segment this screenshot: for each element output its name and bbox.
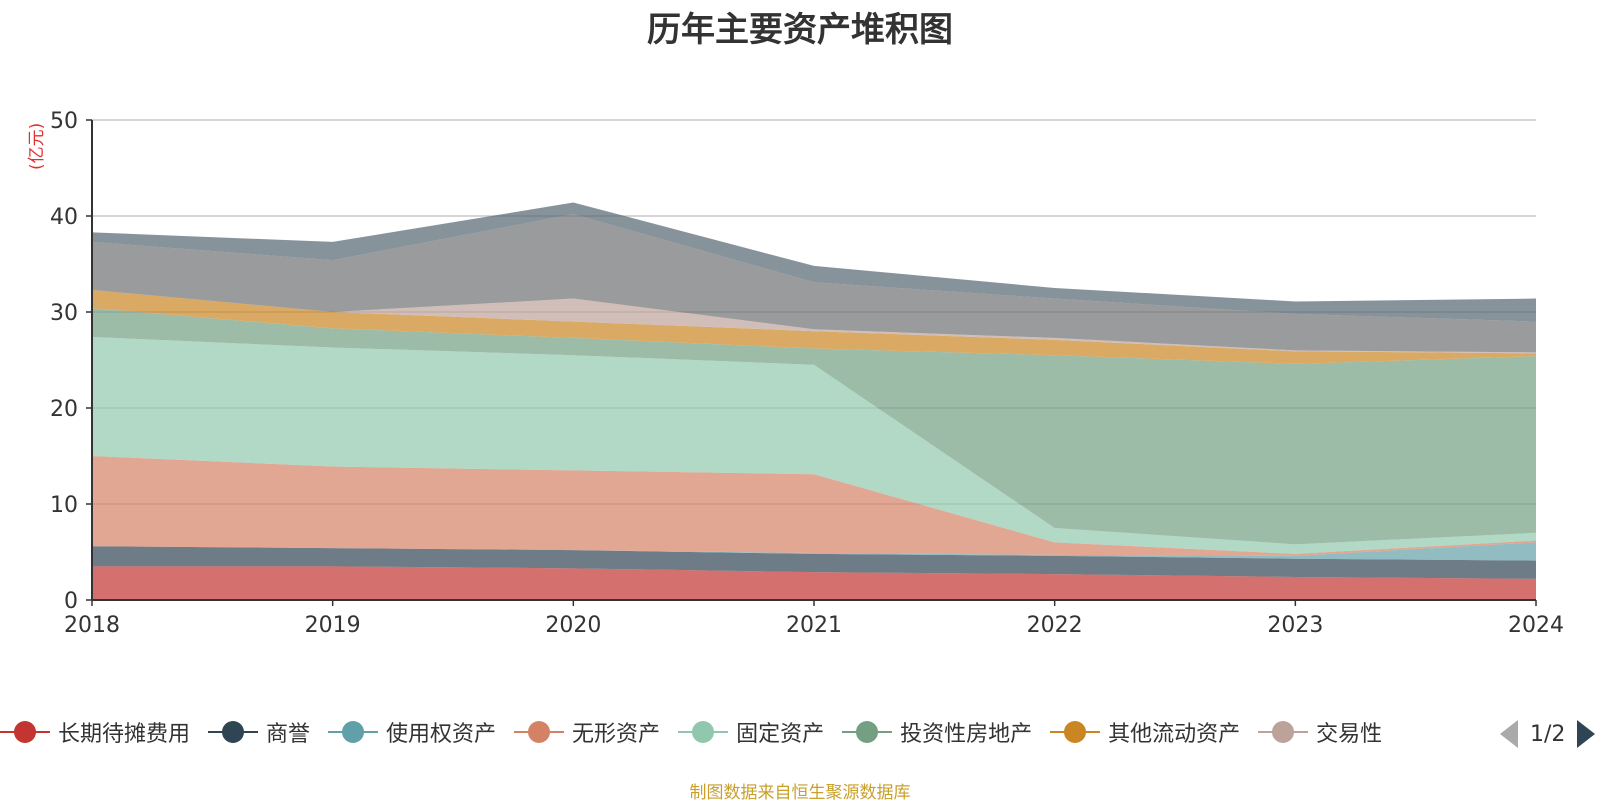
x-tick-label: 2023 [1267, 613, 1323, 638]
legend-marker-icon [514, 720, 565, 744]
y-tick-label: 10 [50, 493, 78, 518]
legend-page-indicator: 1/2 [1530, 721, 1566, 747]
area-series-投资性房地产 [92, 308, 1536, 545]
legend: 长期待摊费用 商誉 使用权资产 无形资产 固定资产 投资性房地产 其他流动资产 交易性 [0, 716, 1470, 752]
x-tick-label: 2022 [1027, 613, 1083, 638]
legend-item[interactable]: 交易性 [1258, 716, 1382, 748]
data-source-note: 制图数据来自恒生聚源数据库 [689, 783, 911, 803]
y-tick-label: 30 [50, 301, 78, 326]
legend-marker-icon [208, 720, 259, 744]
x-tick-label: 2021 [786, 613, 842, 638]
legend-item[interactable]: 使用权资产 [328, 716, 496, 748]
y-tick-label: 50 [50, 109, 78, 134]
legend-marker-icon [0, 720, 50, 744]
area-series-使用权资产 [92, 542, 1536, 561]
legend-pager: 1/2 [1500, 716, 1596, 752]
area-series-无形资产 [92, 456, 1536, 556]
area-series-固定资产 [92, 336, 1536, 554]
area-series-长期待摊费用 [92, 566, 1536, 600]
axes: 0 10 20 30 40 50 2018 2019 2020 2021 2022 2023 2024 [50, 109, 1564, 638]
x-tick-label: 2024 [1508, 613, 1564, 638]
legend-label: 长期待摊费用 [58, 722, 191, 747]
legend-item[interactable]: 投资性房地产 [842, 716, 1032, 748]
legend-label: 固定资产 [736, 722, 825, 747]
y-axis-unit-label: (亿元) [27, 122, 47, 170]
area-series-商誉 [92, 546, 1536, 579]
legend-marker-icon [1258, 720, 1309, 744]
legend-prev-page-icon[interactable] [1500, 720, 1518, 748]
legend-item[interactable]: 长期待摊费用 [0, 716, 190, 748]
legend-marker-icon [678, 720, 729, 744]
legend-label: 其他流动资产 [1108, 722, 1241, 747]
legend-label: 使用权资产 [386, 722, 497, 747]
legend-label: 投资性房地产 [900, 722, 1033, 747]
area-series-其他资产2 [92, 202, 1536, 322]
y-tick-label: 20 [50, 397, 78, 422]
x-tick-label: 2019 [305, 613, 361, 638]
y-tick-label: 40 [50, 205, 78, 230]
legend-item[interactable]: 无形资产 [514, 716, 660, 748]
legend-next-page-icon[interactable] [1577, 720, 1596, 748]
area-series-group [92, 202, 1536, 600]
legend-marker-icon [328, 720, 379, 744]
legend-item[interactable]: 其他流动资产 [1050, 716, 1240, 748]
legend-marker-icon [1050, 720, 1101, 744]
legend-label: 无形资产 [572, 722, 661, 747]
x-tick-label: 2018 [64, 613, 120, 638]
legend-item[interactable]: 固定资产 [678, 716, 824, 748]
area-series-其他资产 [92, 214, 1536, 353]
area-series-其他流动资产 [92, 289, 1536, 364]
legend-label: 交易性 [1316, 722, 1383, 747]
legend-label: 商誉 [266, 722, 311, 747]
y-tick-label: 0 [64, 589, 78, 614]
area-series-交易性金融资产 [92, 289, 1536, 354]
x-tick-label: 2020 [545, 613, 601, 638]
legend-item[interactable]: 商誉 [208, 716, 310, 748]
chart-title: 历年主要资产堆积图 [647, 10, 953, 50]
legend-marker-icon [842, 720, 893, 744]
